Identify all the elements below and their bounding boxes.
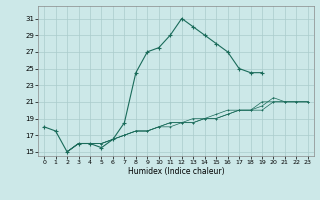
X-axis label: Humidex (Indice chaleur): Humidex (Indice chaleur) (128, 167, 224, 176)
